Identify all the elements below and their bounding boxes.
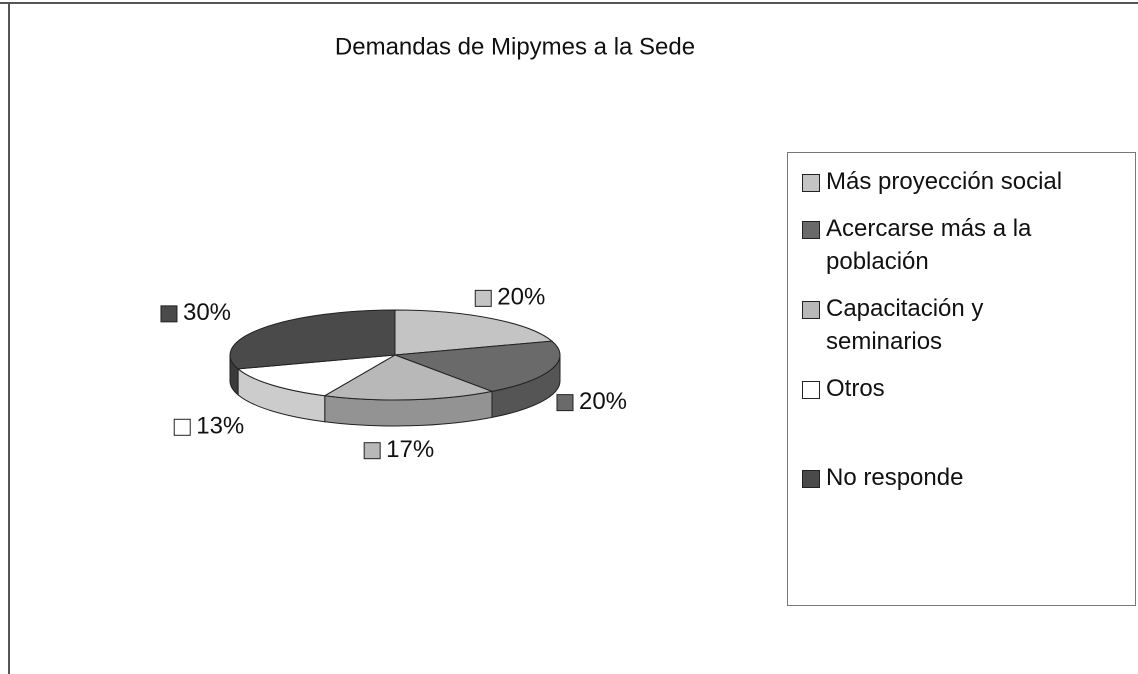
legend-label: No responde: [826, 464, 964, 491]
label-swatch: [363, 442, 381, 460]
slice: [229, 309, 396, 370]
legend-swatch: [802, 381, 820, 399]
legend-entry: Capacitación y seminarios: [802, 292, 1072, 358]
label-swatch: [173, 418, 191, 436]
legend-swatch: [802, 301, 820, 319]
legend-label: Acercarse más a la población: [826, 215, 1032, 275]
legend-swatch: [802, 470, 820, 488]
legend-label: Otros: [826, 375, 885, 402]
slice: [323, 354, 494, 401]
data-label: 17%: [386, 436, 434, 463]
data-label: 20%: [497, 284, 545, 311]
legend-entry: Más proyección social: [802, 165, 1072, 198]
data-label: 13%: [196, 413, 244, 440]
legend-swatch: [802, 221, 820, 239]
chart-title: Demandas de Mipymes a la Sede: [335, 33, 695, 60]
slice: [394, 340, 561, 392]
slice: [394, 309, 554, 356]
legend-label: Más proyección social: [826, 168, 1063, 195]
label-swatch: [160, 305, 178, 323]
label-swatch: [474, 289, 492, 307]
data-label: 20%: [579, 388, 627, 415]
legend-entry: Otros: [802, 372, 1072, 405]
legend-entry: Acercarse más a la población: [802, 212, 1072, 278]
label-swatch: [556, 394, 574, 412]
legend: Más proyección social Acercarse más a la …: [787, 152, 1136, 606]
data-label: 30%: [183, 299, 231, 326]
legend-label: Capacitación y seminarios: [826, 295, 984, 355]
legend-entry: No responde: [802, 461, 1072, 494]
legend-swatch: [802, 174, 820, 192]
slice: [236, 354, 396, 397]
